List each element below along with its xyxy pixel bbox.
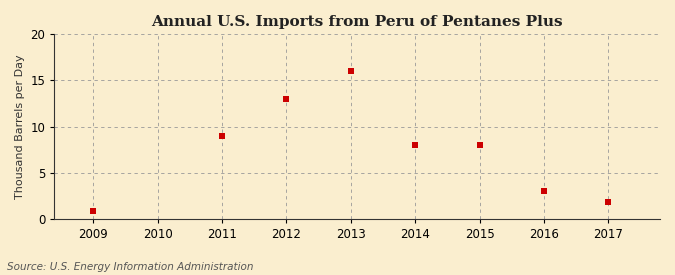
Point <box>603 200 614 204</box>
Point <box>217 134 227 138</box>
Text: Source: U.S. Energy Information Administration: Source: U.S. Energy Information Administ… <box>7 262 253 272</box>
Point <box>281 97 292 101</box>
Point <box>475 143 485 147</box>
Point <box>539 189 549 193</box>
Point <box>88 209 99 214</box>
Y-axis label: Thousand Barrels per Day: Thousand Barrels per Day <box>15 54 25 199</box>
Point <box>346 69 356 73</box>
Point <box>410 143 421 147</box>
Title: Annual U.S. Imports from Peru of Pentanes Plus: Annual U.S. Imports from Peru of Pentane… <box>151 15 563 29</box>
